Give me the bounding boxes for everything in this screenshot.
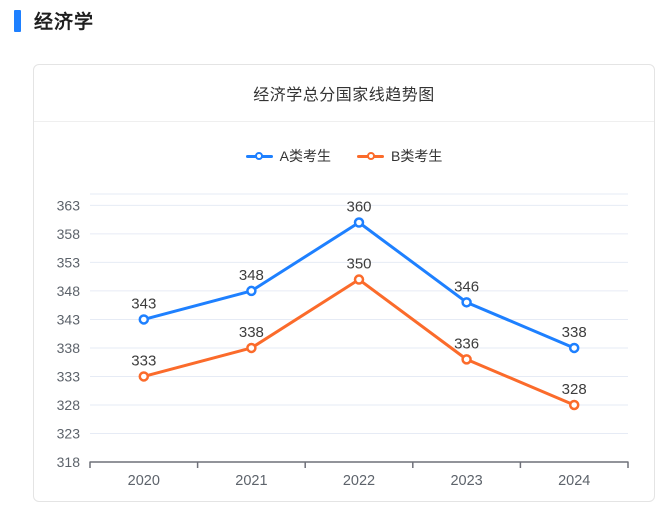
data-point[interactable]: [246, 285, 257, 297]
x-tick-label: 2022: [343, 473, 375, 489]
data-label: 350: [346, 256, 371, 273]
data-label: 338: [562, 324, 587, 341]
legend-item-A类考生[interactable]: A类考生: [245, 146, 331, 166]
y-tick-label: 318: [57, 454, 81, 470]
data-label: 333: [131, 352, 156, 369]
chart-area: A类考生 B类考生 318 323 328 333 338 343 348 353 358 363 2…: [34, 122, 654, 501]
y-tick-label: 363: [57, 197, 81, 213]
x-tick-label: 2024: [558, 473, 590, 489]
series-line: [142, 221, 576, 350]
legend-label: B类考生: [391, 148, 443, 164]
data-point[interactable]: [138, 371, 150, 382]
data-point[interactable]: [353, 217, 365, 228]
data-point[interactable]: [461, 297, 472, 308]
legend-line-circle-icon: [357, 150, 384, 163]
data-label: 346: [454, 278, 479, 295]
legend-line-circle-icon: [245, 150, 273, 163]
x-tick-label: 2020: [128, 473, 160, 489]
y-tick-label: 338: [57, 340, 81, 356]
data-point[interactable]: [353, 274, 365, 285]
y-tick-label: 323: [57, 425, 81, 441]
y-tick-label: 333: [57, 368, 81, 384]
data-label: 348: [239, 267, 264, 284]
y-tick-label: 353: [57, 254, 81, 270]
data-point[interactable]: [461, 354, 472, 365]
data-point[interactable]: [138, 314, 150, 325]
legend-label: A类考生: [279, 148, 331, 164]
section-accent-bar: [14, 9, 21, 32]
y-tick-label: 328: [57, 397, 81, 413]
legend-item-B类考生[interactable]: B类考生: [357, 146, 442, 166]
data-label: 338: [239, 324, 264, 341]
chart-legend: A类考生 B类考生: [34, 146, 654, 166]
series-line: [142, 278, 576, 407]
data-point[interactable]: [568, 399, 580, 411]
data-label: 343: [131, 295, 156, 312]
trend-line-chart: 318 323 328 333 338 343 348 353 358 363 2020 2021 20…: [57, 193, 629, 489]
data-point[interactable]: [568, 342, 580, 354]
chart-card: 经济学总分国家线趋势图 A类考生 B类考生 318 323 328 333 338 343 3…: [33, 64, 655, 502]
section-title: 经济学: [34, 12, 95, 33]
section-header: 经济学: [0, 0, 670, 33]
data-label: 336: [454, 335, 479, 352]
y-tick-label: 348: [57, 283, 81, 299]
y-tick-label: 358: [57, 226, 81, 242]
chart-card-header: 经济学总分国家线趋势图: [34, 65, 654, 122]
y-tick-label: 343: [57, 311, 81, 327]
data-label: 328: [562, 381, 587, 398]
x-tick-label: 2021: [235, 473, 267, 489]
chart-title: 经济学总分国家线趋势图: [253, 87, 435, 104]
x-tick-label: 2023: [450, 473, 482, 489]
data-point[interactable]: [246, 342, 257, 354]
data-label: 360: [346, 199, 371, 216]
